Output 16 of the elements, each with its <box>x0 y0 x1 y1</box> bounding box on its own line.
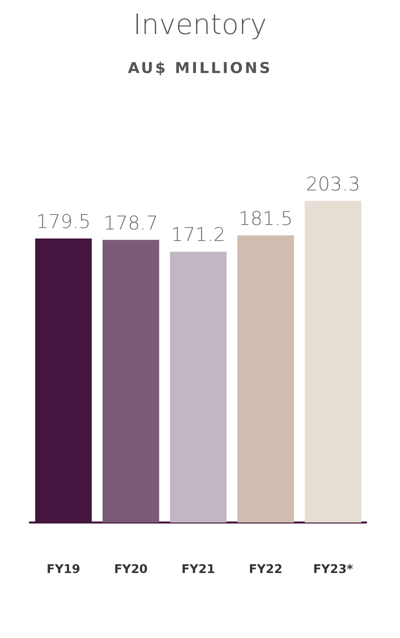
data-label: 181.5 <box>238 208 293 230</box>
chart-subtitle: AU$ MILLIONS <box>126 59 274 77</box>
bar <box>102 240 160 523</box>
x-tick-label: FY19 <box>46 562 80 576</box>
x-tick-label: FY21 <box>181 562 216 576</box>
x-tick-label: FY23* <box>313 562 354 576</box>
chart-title: Inventory <box>132 8 268 41</box>
bar <box>237 235 294 523</box>
x-tick-label: FY20 <box>114 562 148 576</box>
data-label: 178.7 <box>104 212 158 234</box>
data-label: 203.3 <box>306 173 360 196</box>
bar <box>170 252 227 523</box>
data-label: 179.5 <box>36 210 91 233</box>
bar <box>304 200 362 523</box>
x-tick-label: FY22 <box>248 562 282 576</box>
data-label: 171.2 <box>171 224 226 246</box>
